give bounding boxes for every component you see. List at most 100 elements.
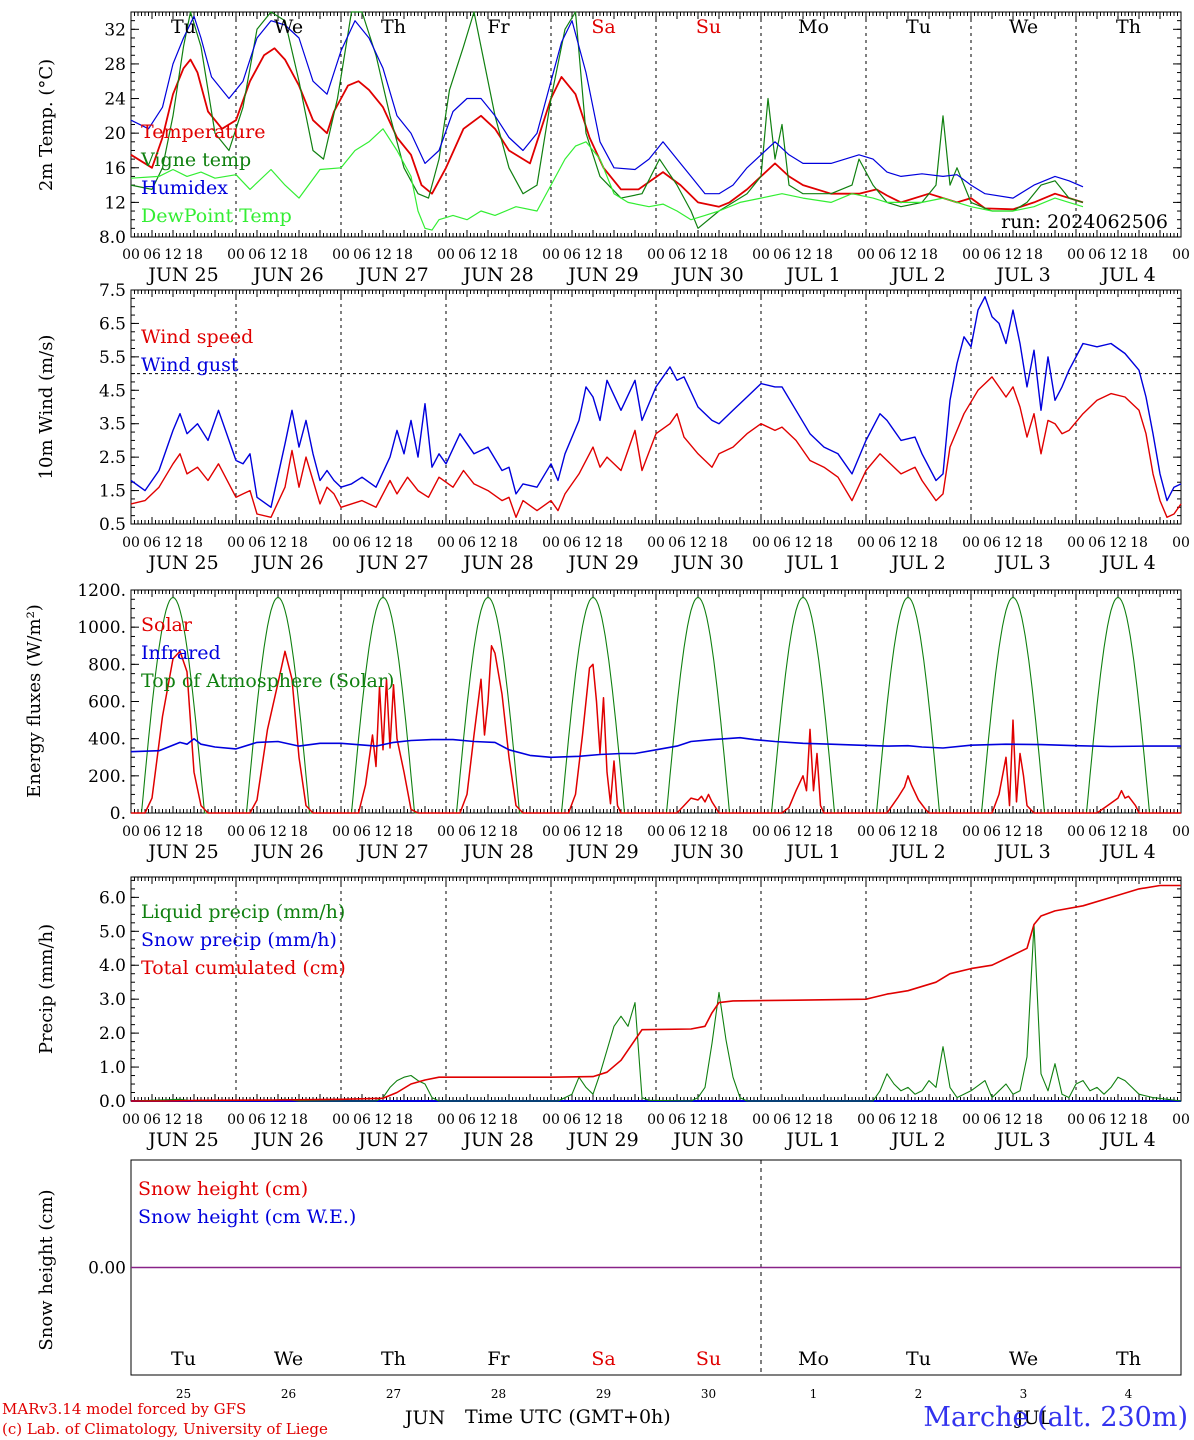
panel-3 — [130, 589, 1182, 814]
series-wind-speed — [130, 376, 1182, 518]
hour-tick-label: 06 — [1088, 535, 1106, 551]
date-label: JUL 3 — [994, 841, 1050, 863]
hour-tick-label: 18 — [710, 247, 728, 263]
hour-tick-label: 00 — [542, 1112, 560, 1128]
hour-tick-label: 18 — [1130, 824, 1148, 840]
hour-tick-label: 12 — [374, 247, 392, 263]
panel-5 — [130, 1159, 1182, 1376]
weekday-label-bottom: Sa — [591, 1348, 615, 1370]
hour-tick-label: 18 — [395, 824, 413, 840]
hour-tick-label: 06 — [773, 1112, 791, 1128]
y-tick-label: 6.5 — [99, 314, 126, 334]
date-label: JUL 2 — [889, 841, 945, 863]
y-axis-label: Snow height (cm) — [36, 1189, 57, 1350]
date-label: JUL 3 — [994, 264, 1050, 286]
date-label: JUN 29 — [566, 1129, 638, 1151]
hour-tick-label: 12 — [374, 1112, 392, 1128]
month-label: JUN — [403, 1407, 445, 1429]
date-label: JUN 29 — [566, 264, 638, 286]
weekday-label-bottom: Tu — [171, 1348, 196, 1370]
hour-tick-label: 00 — [332, 535, 350, 551]
hour-tick-label: 00 — [857, 535, 875, 551]
series-toa-day — [866, 596, 971, 814]
hour-tick-label: 00 — [437, 535, 455, 551]
date-label: JUL 3 — [994, 552, 1050, 574]
hour-tick-label: 18 — [815, 1112, 833, 1128]
date-label: JUN 30 — [671, 552, 743, 574]
hour-tick-label: 06 — [458, 247, 476, 263]
legend-infrared: Infrared — [141, 642, 221, 664]
hour-tick-label: 00 — [857, 824, 875, 840]
date-label: JUN 26 — [251, 264, 323, 286]
weekday-label-bottom: We — [274, 1348, 303, 1370]
y-tick-label: 6.0 — [99, 888, 126, 908]
hour-tick-label: 06 — [563, 535, 581, 551]
y-tick-label: 2.0 — [99, 1024, 126, 1044]
hour-tick-label: 12 — [1004, 247, 1022, 263]
hour-tick-label: 06 — [878, 824, 896, 840]
legend-temperature: Temperature — [141, 121, 265, 143]
legend-snow-height-cm-w-e-: Snow height (cm W.E.) — [138, 1206, 356, 1228]
hour-tick-label: 00 — [962, 247, 980, 263]
series-total-cumulated — [131, 884, 1181, 1102]
date-label: JUN 28 — [461, 1129, 533, 1151]
y-axis-label: 10m Wind (m/s) — [36, 335, 57, 480]
y-tick-label: 1000. — [77, 618, 126, 638]
hour-tick-label: 12 — [479, 535, 497, 551]
weekday-label-bottom: We — [1009, 1348, 1038, 1370]
hour-tick-label: 00 — [857, 247, 875, 263]
hour-tick-label: 06 — [143, 1112, 161, 1128]
hour-tick-label: 06 — [983, 535, 1001, 551]
hour-tick-label: 12 — [584, 247, 602, 263]
hour-tick-label: 18 — [290, 1112, 308, 1128]
y-tick-label: 2.5 — [99, 448, 126, 468]
hour-tick-label: 12 — [269, 247, 287, 263]
hour-tick-label: 18 — [1025, 824, 1043, 840]
hour-tick-label: 12 — [479, 824, 497, 840]
hour-tick-label: 18 — [1130, 535, 1148, 551]
y-tick-label: 1.5 — [99, 482, 126, 502]
date-label: JUL 4 — [1099, 552, 1155, 574]
y-tick-label: 28 — [104, 55, 126, 75]
hour-tick-label: 06 — [773, 824, 791, 840]
series-vigne-temp — [130, 11, 1084, 229]
date-label: JUL 1 — [784, 1129, 840, 1151]
y-tick-label: 1.0 — [99, 1058, 126, 1078]
hour-tick-label: 12 — [899, 1112, 917, 1128]
legend-solar: Solar — [141, 614, 193, 636]
y-tick-label: 1200. — [77, 581, 126, 601]
weekday-label: Sa — [591, 16, 615, 38]
hour-tick-label: 12 — [164, 535, 182, 551]
hour-tick-label: 12 — [374, 535, 392, 551]
day-number-label: 29 — [596, 1387, 611, 1401]
panel-2 — [130, 289, 1182, 525]
legend-top-of-atmosphere-solar-: Top of Atmosphere (Solar) — [141, 670, 394, 692]
series-dewpoint-temp — [130, 128, 1084, 231]
hour-tick-label: 06 — [248, 247, 266, 263]
hour-tick-label: 18 — [605, 824, 623, 840]
hour-tick-label: 00 — [332, 1112, 350, 1128]
hour-tick-label: 06 — [1088, 1112, 1106, 1128]
hour-tick-label: 00 — [542, 824, 560, 840]
hour-tick-label: 06 — [983, 247, 1001, 263]
date-label: JUN 27 — [356, 264, 428, 286]
hour-tick-label: 18 — [815, 247, 833, 263]
hour-tick-label: 06 — [248, 535, 266, 551]
hour-tick-label: 18 — [1130, 1112, 1148, 1128]
y-tick-label: 600. — [88, 693, 126, 713]
hour-tick-label: 06 — [668, 247, 686, 263]
date-label: JUL 2 — [889, 1129, 945, 1151]
hour-tick-label: 06 — [773, 247, 791, 263]
hour-tick-label: 12 — [1109, 247, 1127, 263]
hour-tick-label: 18 — [605, 247, 623, 263]
hour-tick-label: 12 — [689, 247, 707, 263]
hour-tick-label: 00 — [227, 535, 245, 551]
hour-tick-label: 12 — [1004, 824, 1022, 840]
series-humidex — [130, 15, 1084, 199]
date-label: JUN 27 — [356, 552, 428, 574]
y-axis-label: Precip (mm/h) — [36, 924, 57, 1054]
hour-tick-label: 06 — [878, 247, 896, 263]
weekday-label: We — [274, 16, 303, 38]
legend-dewpoint-temp: DewPoint Temp — [141, 205, 292, 227]
run-annotation: run: 2024062506 — [1001, 211, 1168, 233]
